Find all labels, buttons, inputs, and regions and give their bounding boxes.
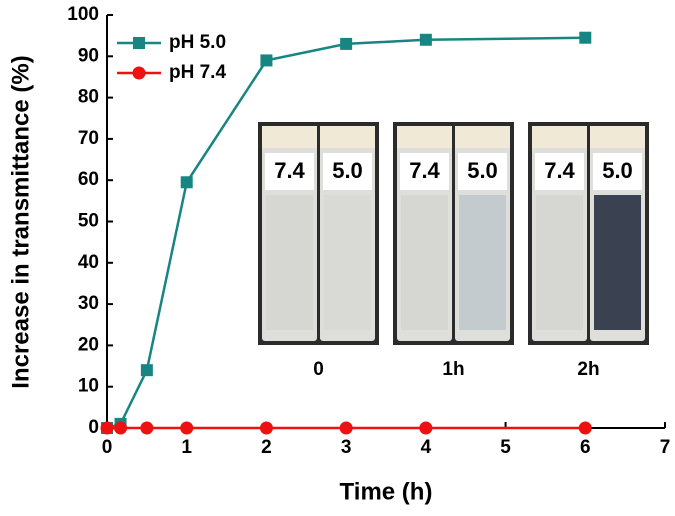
- inset-label: 7.4: [544, 158, 575, 183]
- data-point: [419, 33, 432, 46]
- cuvette-cap: [590, 126, 645, 148]
- legend-marker: [132, 66, 146, 80]
- inset-label: 5.0: [467, 158, 498, 183]
- series-line: [106, 36, 586, 430]
- x-axis-title: Time (h): [340, 478, 433, 505]
- x-tick-label: 2: [261, 437, 272, 458]
- cuvette-cap: [397, 126, 452, 148]
- data-point: [578, 421, 592, 435]
- cuvette-liquid: [401, 195, 448, 330]
- data-point: [140, 364, 153, 377]
- legend-label: pH 7.4: [169, 62, 226, 83]
- x-tick-label: 7: [660, 437, 671, 458]
- cuvette-liquid: [536, 195, 583, 330]
- data-point: [419, 421, 433, 435]
- y-tick-label: 40: [78, 252, 99, 273]
- cuvette-liquid: [459, 195, 506, 330]
- x-tick-label: 3: [341, 437, 352, 458]
- y-tick-label: 60: [78, 169, 99, 190]
- data-point: [100, 421, 114, 435]
- cuvette-cap: [532, 126, 587, 148]
- cuvette-cap: [455, 126, 510, 148]
- x-tick-label: 5: [500, 437, 511, 458]
- cuvette-cap: [320, 126, 375, 148]
- inset-label: 7.4: [409, 158, 440, 183]
- x-tick-label: 4: [421, 437, 432, 458]
- label-card: [400, 153, 449, 190]
- cuvette-liquid: [266, 195, 313, 330]
- inset-label: 5.0: [332, 158, 363, 183]
- y-axis-title: Increase in transmittance (%): [7, 55, 34, 388]
- data-point: [180, 176, 193, 189]
- inset-caption: 0: [313, 359, 324, 380]
- cuvette-liquid: [324, 195, 371, 330]
- y-tick-label: 100: [67, 4, 99, 25]
- legend-label: pH 5.0: [169, 32, 226, 53]
- data-point: [259, 421, 273, 435]
- data-point: [260, 54, 273, 67]
- label-card: [535, 153, 584, 190]
- data-point: [339, 421, 353, 435]
- label-card: [593, 153, 642, 190]
- inset-caption: 2h: [577, 359, 599, 380]
- y-tick-label: 30: [78, 293, 99, 314]
- cuvette-cap: [262, 126, 317, 148]
- y-tick-label: 80: [78, 87, 99, 108]
- x-tick-label: 0: [102, 437, 113, 458]
- y-tick-label: 10: [78, 376, 99, 397]
- data-point: [579, 31, 592, 44]
- y-tick-label: 70: [78, 128, 99, 149]
- inset-caption: 1h: [442, 359, 464, 380]
- y-tick-label: 90: [78, 45, 99, 66]
- cuvette-liquid: [594, 195, 641, 330]
- inset-label: 7.4: [274, 158, 305, 183]
- data-point: [140, 421, 154, 435]
- x-tick-label: 6: [580, 437, 591, 458]
- x-tick-label: 1: [181, 437, 192, 458]
- legend-marker: [133, 37, 145, 49]
- data-point: [180, 421, 194, 435]
- data-point: [114, 421, 128, 435]
- y-tick-label: 0: [88, 417, 99, 438]
- y-tick-label: 50: [78, 211, 99, 232]
- data-point: [340, 37, 353, 50]
- label-card: [458, 153, 507, 190]
- label-card: [323, 153, 372, 190]
- label-card: [265, 153, 314, 190]
- inset-label: 5.0: [602, 158, 633, 183]
- y-tick-label: 20: [78, 334, 99, 355]
